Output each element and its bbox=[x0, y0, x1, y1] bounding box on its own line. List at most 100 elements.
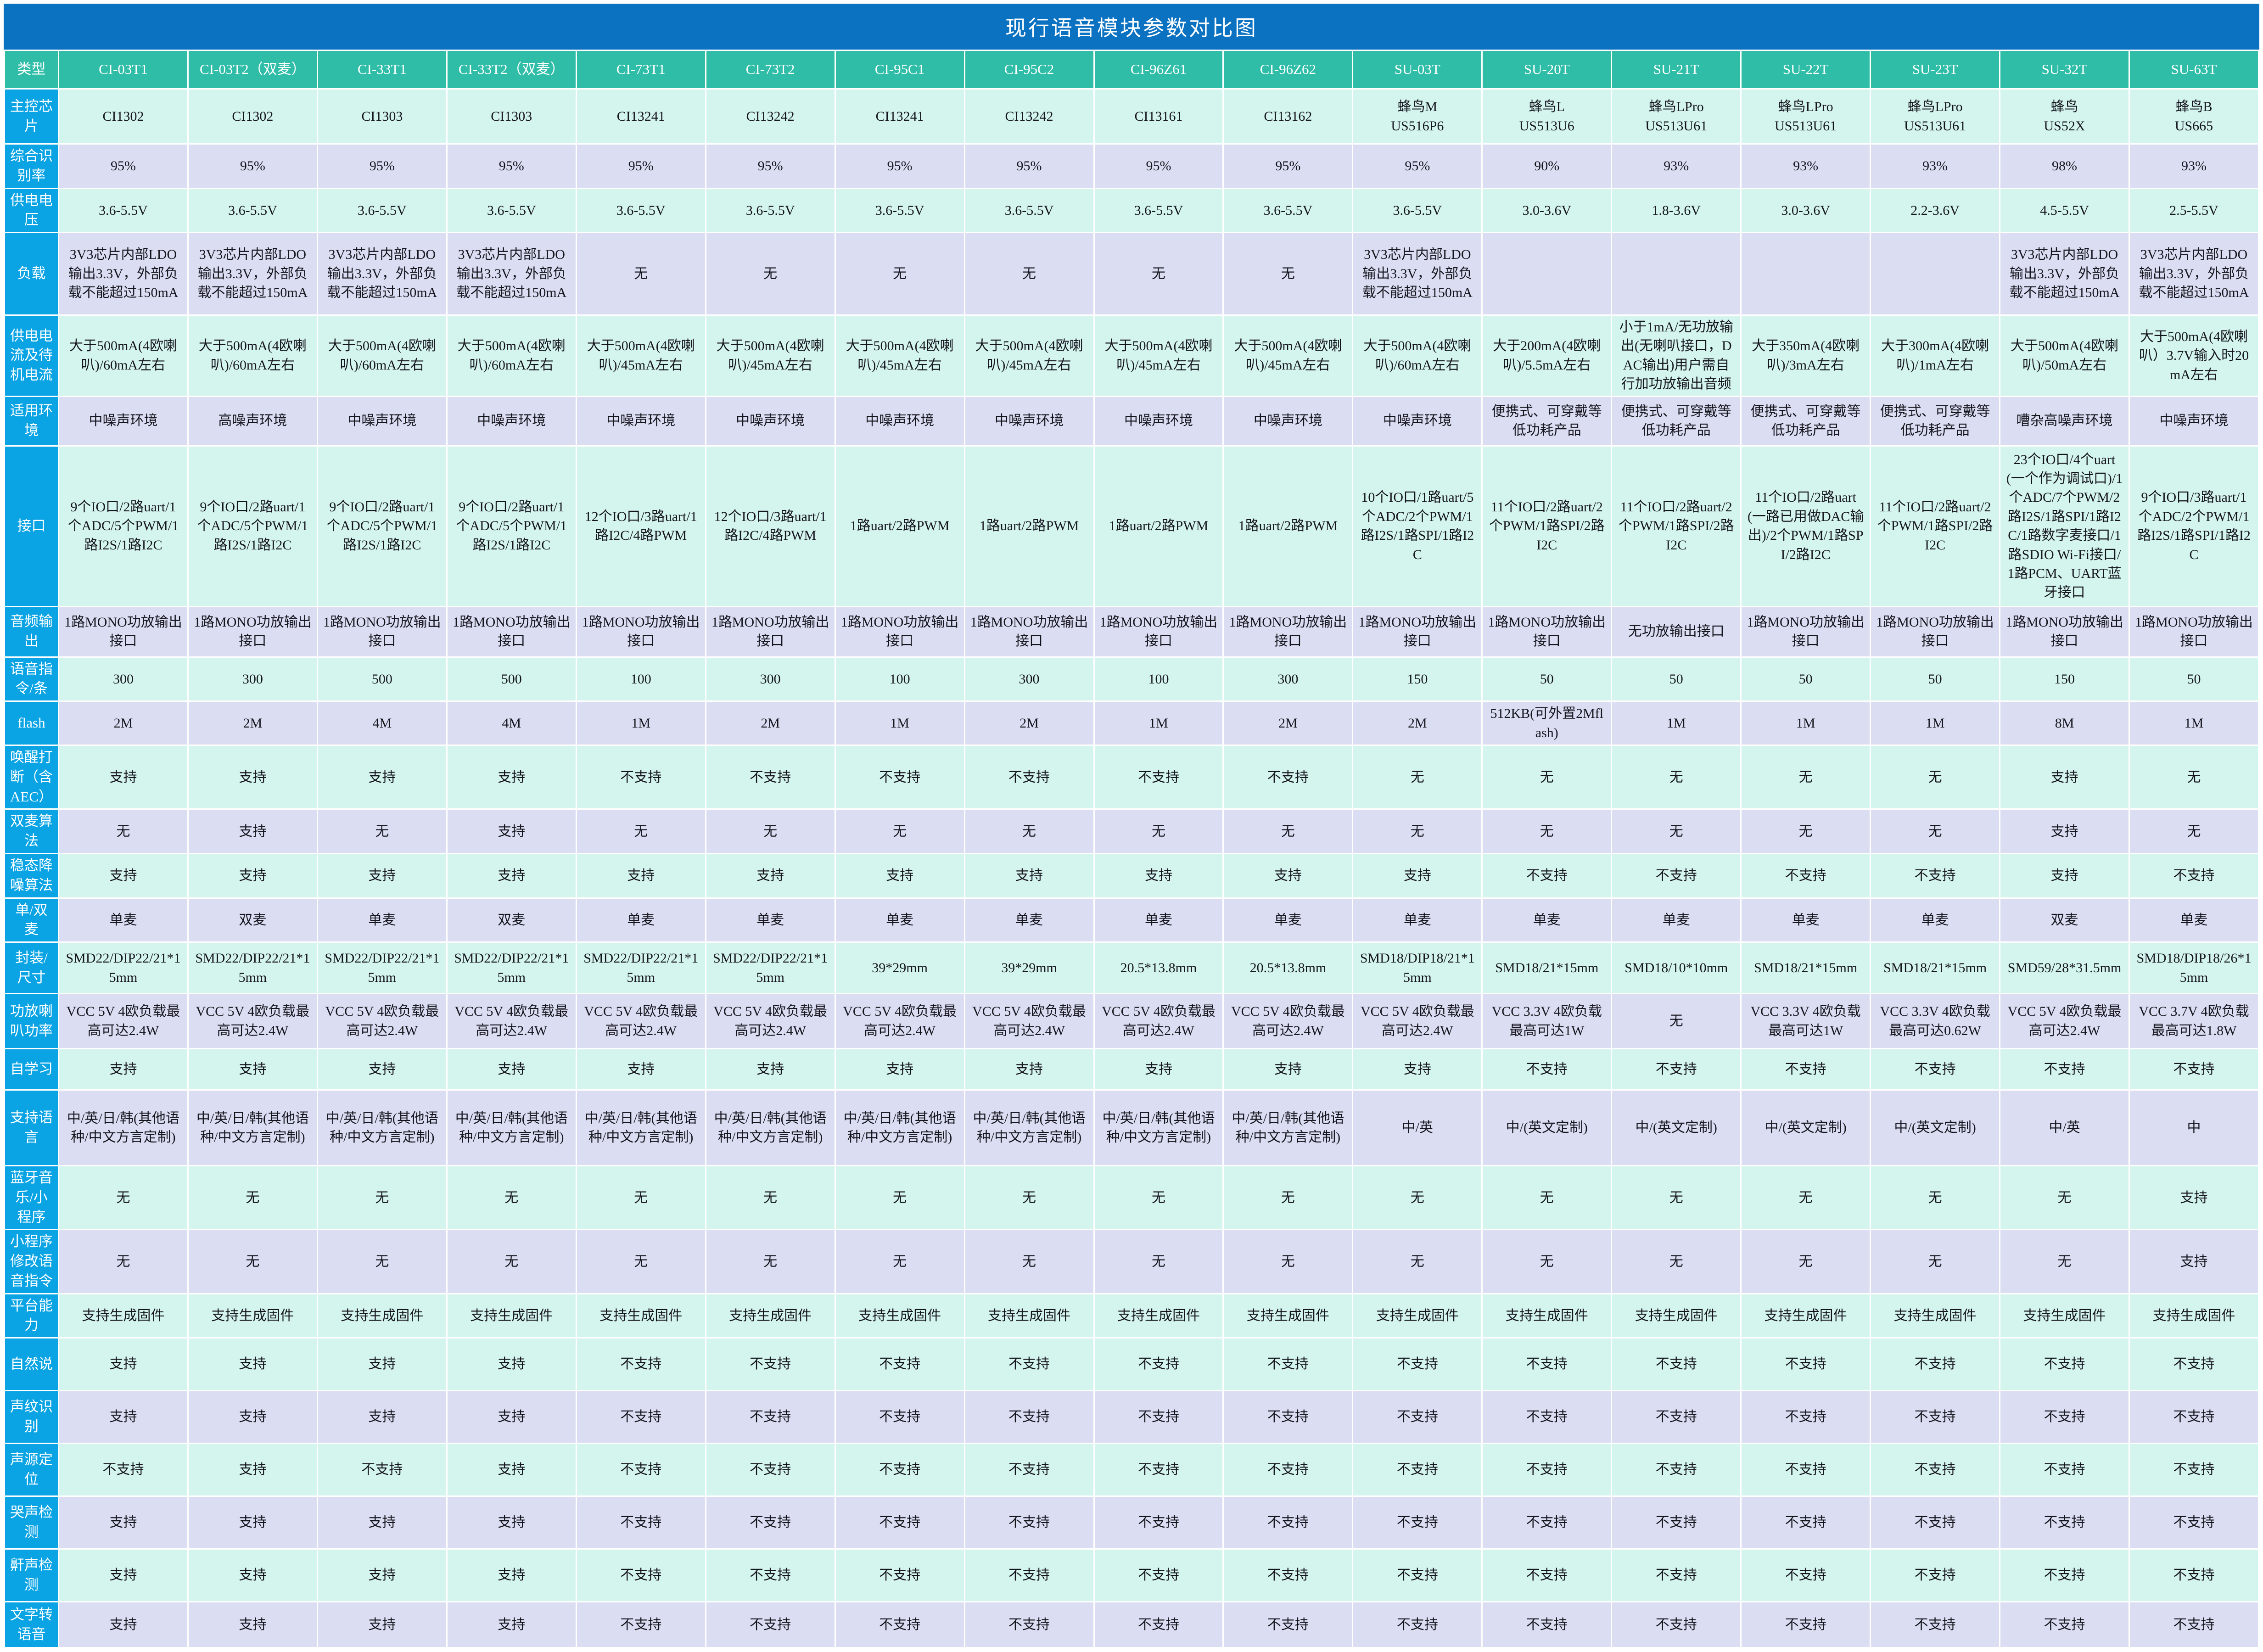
cell: 支持 bbox=[58, 1337, 189, 1392]
cell: 支持 bbox=[187, 1495, 318, 1550]
cell: 1M bbox=[1093, 700, 1224, 746]
cell: SMD18/10*10mm bbox=[1611, 941, 1742, 995]
cell: 中噪声环境 bbox=[1222, 395, 1354, 447]
cell: 小于1mA/无功放输出(无喇叭接口，DAC输出)用户需自行加功放输出音频 bbox=[1611, 314, 1742, 397]
cell: 无 bbox=[1740, 808, 1871, 854]
cell: 无 bbox=[1222, 808, 1354, 854]
cell: CI1302 bbox=[187, 88, 318, 145]
cell: 1路uart/2路PWM bbox=[963, 445, 1095, 607]
cell: 3.6-5.5V bbox=[1222, 187, 1354, 234]
cell: CI13241 bbox=[575, 88, 706, 145]
cell: 8M bbox=[1999, 700, 2130, 746]
cell: 不支持 bbox=[2129, 1443, 2259, 1497]
cell: SMD22/DIP22/21*15mm bbox=[575, 941, 706, 995]
page-title: 现行语音模块参数对比图 bbox=[4, 4, 2259, 50]
cell: 39*29mm bbox=[834, 941, 965, 995]
cell: 无 bbox=[1481, 1229, 1613, 1294]
cell: 中/(英文定制) bbox=[1611, 1089, 1742, 1167]
cell: 中/(英文定制) bbox=[1870, 1089, 2001, 1167]
cell: 无 bbox=[1352, 1229, 1483, 1294]
cell: 20.5*13.8mm bbox=[1222, 941, 1354, 995]
row-label: 功放喇叭功率 bbox=[4, 993, 59, 1050]
cell: 无 bbox=[316, 1229, 448, 1294]
cell: 无 bbox=[1093, 808, 1224, 854]
cell: 无 bbox=[1222, 1229, 1354, 1294]
cell: 1M bbox=[1740, 700, 1871, 746]
cell: 93% bbox=[2129, 143, 2259, 189]
cell: 支持 bbox=[446, 852, 577, 899]
cell: 便携式、可穿戴等低功耗产品 bbox=[1481, 395, 1613, 447]
cell: 中噪声环境 bbox=[58, 395, 189, 447]
cell: 支持生成固件 bbox=[446, 1293, 577, 1339]
cell: 不支持 bbox=[575, 1601, 706, 1649]
cell: 不支持 bbox=[1481, 1601, 1613, 1649]
cell: VCC 5V 4欧负载最高可达2.4W bbox=[834, 993, 965, 1050]
cell: 支持 bbox=[1999, 852, 2130, 899]
cell: 支持 bbox=[58, 1390, 189, 1445]
cell: 1路MONO功放输出接口 bbox=[1740, 605, 1871, 658]
column-header: SU-63T bbox=[2129, 50, 2259, 90]
cell: 无 bbox=[705, 1229, 836, 1294]
row-label: 供电电压 bbox=[4, 187, 59, 234]
cell: CI13242 bbox=[705, 88, 836, 145]
cell: VCC 3.3V 4欧负载最高可达1W bbox=[1481, 993, 1613, 1050]
column-header: CI-95C2 bbox=[963, 50, 1095, 90]
cell: SMD22/DIP22/21*15mm bbox=[58, 941, 189, 995]
column-header: SU-20T bbox=[1481, 50, 1613, 90]
cell: 无 bbox=[963, 1165, 1095, 1231]
cell: 支持 bbox=[834, 1048, 965, 1091]
cell: 不支持 bbox=[58, 1443, 189, 1497]
cell: 不支持 bbox=[834, 1337, 965, 1392]
cell: 不支持 bbox=[1352, 1337, 1483, 1392]
cell: 不支持 bbox=[1222, 1390, 1354, 1445]
cell: 4M bbox=[316, 700, 448, 746]
cell: CI13162 bbox=[1222, 88, 1354, 145]
row-label: 供电电流及待机电流 bbox=[4, 314, 59, 397]
cell: 支持 bbox=[58, 1495, 189, 1550]
table-row: 封装/尺寸 SMD22/DIP22/21*15mm SMD22/DIP22/21*1… bbox=[4, 941, 2259, 995]
cell: 不支持 bbox=[705, 1601, 836, 1649]
table-row: 功放喇叭功率 VCC 5V 4欧负载最高可达2.4W VCC 5V 4欧负载最高可达… bbox=[4, 993, 2259, 1050]
cell: 不支持 bbox=[1999, 1337, 2130, 1392]
cell: 大于300mA(4欧喇叭)/1mA左右 bbox=[1870, 314, 2001, 397]
cell: 无 bbox=[2129, 745, 2259, 810]
cell: CI1302 bbox=[58, 88, 189, 145]
cell: 无 bbox=[446, 1229, 577, 1294]
cell: 大于500mA(4欧喇叭)/45mA左右 bbox=[1093, 314, 1224, 397]
cell: 1路MONO功放输出接口 bbox=[963, 605, 1095, 658]
cell: 无 bbox=[1352, 808, 1483, 854]
row-label: 声源定位 bbox=[4, 1443, 59, 1497]
cell: 支持生成固件 bbox=[963, 1293, 1095, 1339]
cell: 支持 bbox=[834, 852, 965, 899]
cell: 无 bbox=[963, 1229, 1095, 1294]
row-label: 自学习 bbox=[4, 1048, 59, 1091]
cell: 98% bbox=[1999, 143, 2130, 189]
cell: 中/英/日/韩(其他语种/中文方言定制) bbox=[1222, 1089, 1354, 1167]
cell: CI13242 bbox=[963, 88, 1095, 145]
cell: 中/英/日/韩(其他语种/中文方言定制) bbox=[446, 1089, 577, 1167]
column-header: CI-73T1 bbox=[575, 50, 706, 90]
cell: 500 bbox=[446, 656, 577, 702]
cell: 不支持 bbox=[575, 1443, 706, 1497]
cell: 3V3芯片内部LDO输出3.3V，外部负载不能超过150mA bbox=[1999, 232, 2130, 316]
cell: 无 bbox=[1999, 1229, 2130, 1294]
cell: 支持 bbox=[58, 1601, 189, 1649]
cell: 中噪声环境 bbox=[1352, 395, 1483, 447]
cell: 11个IO口/2路uart/2个PWM/1路SPI/2路I2C bbox=[1870, 445, 2001, 607]
cell: 中噪声环境 bbox=[963, 395, 1095, 447]
cell: 11个IO口/2路uart/2个PWM/1路SPI/2路I2C bbox=[1611, 445, 1742, 607]
table-row: 供电电压 3.6-5.5V 3.6-5.5V 3.6-5.5V 3.6-5.5V 3.6-… bbox=[4, 187, 2259, 234]
cell: 50 bbox=[1740, 656, 1871, 702]
cell: 支持生成固件 bbox=[1093, 1293, 1224, 1339]
cell: 无 bbox=[1870, 1229, 2001, 1294]
cell: 3.6-5.5V bbox=[1093, 187, 1224, 234]
cell: 不支持 bbox=[1870, 1548, 2001, 1603]
cell: 95% bbox=[963, 143, 1095, 189]
cell: 支持 bbox=[446, 1390, 577, 1445]
cell: 不支持 bbox=[963, 1390, 1095, 1445]
cell: 中噪声环境 bbox=[2129, 395, 2259, 447]
cell: 3V3芯片内部LDO输出3.3V，外部负载不能超过150mA bbox=[1352, 232, 1483, 316]
table-row: flash 2M 2M 4M 4M 1M 2M 1M 2M 1M 2M 2M 512KB(可外置2Mfl… bbox=[4, 700, 2259, 746]
table-row: 小程序修改语音指令无无无无无无无无无无无无无无无无支持 bbox=[4, 1229, 2259, 1294]
cell: 无 bbox=[834, 232, 965, 316]
